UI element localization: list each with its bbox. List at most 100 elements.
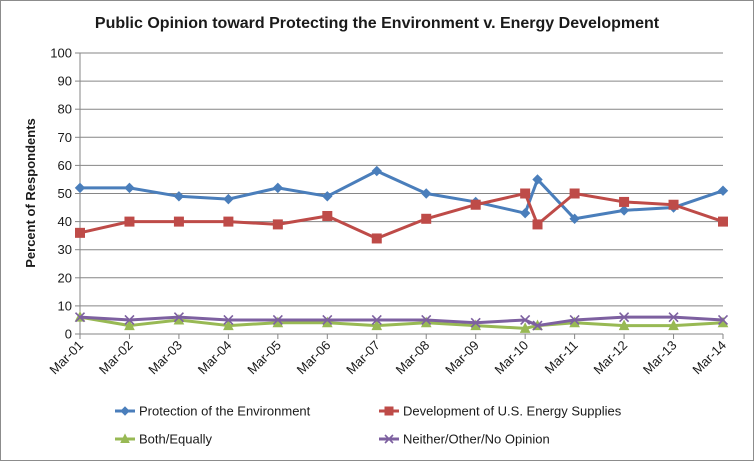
x-tick-label: Mar-13: [640, 338, 680, 378]
data-point: [619, 196, 630, 207]
legend-item: Both/Equally: [115, 432, 212, 447]
data-point: [124, 314, 135, 326]
data-point: [668, 312, 679, 323]
data-point: [173, 216, 184, 227]
data-point: [272, 182, 284, 194]
data-point: [421, 314, 432, 326]
series-lines: [74, 165, 729, 333]
y-tick-label: 40: [58, 214, 72, 229]
chart-title: Public Opinion toward Protecting the Env…: [95, 15, 660, 32]
gridlines: [80, 52, 723, 307]
data-point: [520, 314, 531, 326]
legend-item: Development of U.S. Energy Supplies: [379, 404, 622, 419]
x-tick-label: Mar-06: [294, 338, 334, 378]
data-point: [272, 314, 283, 326]
x-tick-label: Mar-12: [590, 338, 630, 378]
data-point: [421, 213, 432, 224]
y-tick-label: 60: [58, 158, 72, 173]
series-1: [75, 188, 728, 244]
data-point: [668, 199, 679, 210]
x-tick-label: Mar-11: [542, 338, 581, 377]
data-point: [124, 216, 135, 227]
data-point: [519, 322, 531, 333]
data-point: [520, 188, 531, 199]
data-point: [371, 233, 382, 244]
legend-marker: [384, 406, 394, 416]
data-point: [223, 193, 234, 205]
series-0: [74, 165, 729, 224]
data-point: [569, 213, 580, 224]
y-tick-label: 70: [58, 130, 72, 145]
data-point: [322, 314, 333, 326]
y-tick-label: 30: [58, 242, 72, 257]
data-point: [272, 219, 283, 230]
data-point: [618, 319, 630, 331]
legend-item: Protection of the Environment: [115, 404, 311, 419]
data-point: [173, 191, 185, 202]
legend-marker: [120, 433, 130, 443]
data-point: [75, 227, 85, 238]
x-tick-label: Mar-01: [46, 338, 86, 378]
y-axis-label: Percent of Respondents: [23, 118, 38, 268]
data-point: [74, 312, 86, 323]
data-point: [74, 182, 86, 194]
data-point: [519, 207, 531, 219]
data-point: [470, 317, 481, 328]
series-3: [74, 312, 729, 331]
data-point: [322, 210, 333, 221]
legend-label: Protection of the Environment: [139, 404, 311, 419]
data-point: [532, 174, 543, 185]
y-tick-labels: 0 10 20 30 40 50 60 70 80 90 100: [50, 46, 72, 342]
legend-label: Development of U.S. Energy Supplies: [403, 404, 622, 419]
data-point: [371, 319, 383, 331]
x-tick-label: Mar-04: [195, 338, 235, 378]
y-tick-label: 0: [65, 327, 72, 342]
data-point: [668, 319, 679, 331]
x-tick-label: Mar-10: [492, 338, 532, 378]
data-point: [322, 191, 333, 202]
x-tick-label: Mar-02: [96, 338, 136, 378]
data-point: [532, 320, 543, 331]
y-tick-label: 50: [58, 186, 72, 201]
y-tick-label: 20: [58, 270, 72, 285]
legend-marker: [384, 434, 394, 444]
data-point: [371, 165, 382, 177]
x-tick-label: Mar-03: [145, 338, 185, 378]
data-point: [532, 219, 543, 230]
x-tick-label: Mar-09: [442, 338, 482, 378]
y-tick-label: 100: [50, 46, 72, 61]
axes: [75, 52, 724, 339]
data-point: [173, 312, 184, 323]
legend-marker: [120, 406, 130, 416]
y-tick-label: 90: [58, 74, 72, 89]
x-tick-label: Mar-08: [393, 338, 433, 378]
data-point: [223, 314, 234, 326]
data-point: [223, 216, 234, 227]
x-tick-labels: Mar-01 Mar-02 Mar-03 Mar-04 Mar-05 Mar-06 Mar-…: [46, 338, 729, 378]
data-point: [718, 216, 728, 227]
data-point: [223, 319, 234, 331]
data-point: [124, 182, 135, 194]
data-point: [619, 312, 630, 323]
y-tick-label: 10: [58, 298, 72, 313]
data-point: [421, 188, 432, 199]
data-point: [371, 314, 382, 326]
legend-item: Neither/Other/No Opinion: [379, 432, 550, 447]
data-point: [124, 319, 135, 331]
data-point: [569, 188, 580, 199]
legend-label: Both/Equally: [139, 432, 212, 447]
x-tick-label: Mar-07: [343, 338, 383, 378]
data-point: [618, 205, 630, 216]
data-point: [717, 314, 729, 326]
x-tick-label: Mar-05: [244, 338, 284, 378]
x-tick-label: Mar-14: [689, 338, 729, 378]
y-tick-label: 80: [58, 102, 72, 117]
data-point: [470, 199, 481, 210]
legend: Protection of the Environment Development…: [115, 404, 622, 447]
legend-label: Neither/Other/No Opinion: [403, 432, 550, 447]
series-2: [74, 311, 729, 333]
data-point: [717, 185, 729, 196]
data-point: [569, 314, 580, 326]
